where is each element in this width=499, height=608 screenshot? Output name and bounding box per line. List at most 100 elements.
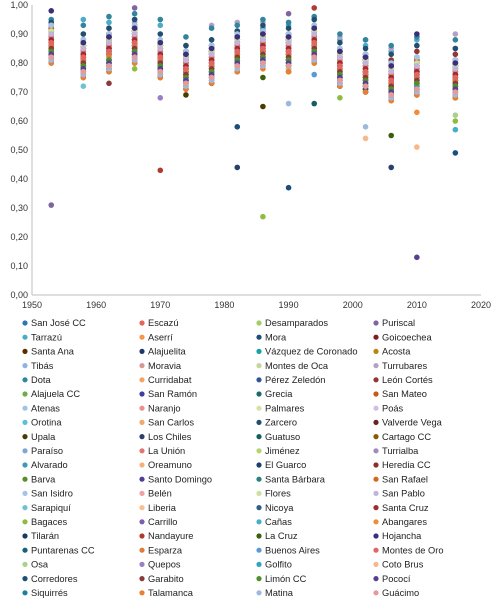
legend-label: Hojancha [382,531,422,541]
data-point [106,19,112,26]
data-point [80,54,87,60]
data-point [311,25,318,32]
legend-marker [22,576,28,582]
legend-label: Aserrí [148,332,173,342]
legend-label: Pérez Zeledón [265,375,325,385]
legend-marker [256,476,262,482]
data-point [80,16,87,23]
legend-marker [373,391,379,397]
data-point [80,68,87,75]
data-point [131,16,138,23]
legend-label: Tarrazú [31,332,62,342]
legend-label: Pococí [382,574,411,584]
x-tick-label: 1990 [279,300,299,310]
legend-label: Grecia [265,389,293,399]
data-point [285,10,292,17]
data-point [260,16,266,23]
data-point [362,83,369,89]
legend-marker [373,490,379,496]
legend-label: San Isidro [31,489,73,499]
legend-marker [22,391,28,397]
data-point [452,45,459,52]
x-tick-label: 2020 [471,300,491,310]
legend-label: Montes de Oca [265,361,329,371]
data-point [388,68,395,75]
y-tick-label: 0,10 [10,261,28,271]
data-point [208,60,215,66]
legend-label: Orotina [31,418,62,428]
legend-marker [139,505,145,511]
legend-marker [22,490,28,496]
legend-marker [22,377,28,383]
legend-label: Puriscal [382,318,415,328]
data-point [106,63,112,69]
legend-marker [22,448,28,454]
data-point [208,45,215,52]
legend-label: Sarapiquí [31,503,71,513]
legend-marker [256,505,262,511]
legend-label: El Guarco [265,460,306,470]
legend-label: Bagaces [31,517,68,527]
data-point [285,100,292,107]
legend-label: Goicoechea [382,332,432,342]
data-point [157,68,164,75]
legend-marker [139,561,145,568]
data-point [452,51,459,58]
legend-marker [139,377,145,383]
data-point [285,19,292,26]
data-point [311,100,318,107]
data-point [337,39,343,46]
data-point [311,39,318,46]
data-point [183,66,189,72]
legend-marker [22,590,28,596]
data-point [234,124,241,130]
data-point [260,213,266,220]
legend-label: Matina [265,588,294,598]
legend-marker [256,334,262,340]
legend-label: Santa Bárbara [265,474,326,484]
data-point [362,60,369,66]
data-point [131,25,138,32]
data-point [260,74,266,81]
data-point [106,25,112,32]
legend-marker [373,419,379,425]
legend-marker [22,519,28,525]
legend-marker [139,590,145,596]
legend-marker [139,462,145,468]
data-point [285,25,292,32]
legend-marker [256,391,262,397]
data-point [106,48,112,55]
legend: San José CC Escazú Desamparados Puriscal Tar… [22,318,444,598]
data-point [414,254,420,261]
data-point [106,34,112,40]
legend-label: Puntarenas CC [31,545,95,555]
data-point [80,22,87,29]
data-point [337,54,343,60]
data-point [106,39,112,46]
legend-label: Quepos [148,560,181,570]
legend-label: Palmares [265,403,305,413]
legend-marker [139,519,145,525]
data-points [48,5,459,261]
legend-label: Tibás [31,361,54,371]
data-point [157,95,164,101]
legend-label: Limón CC [265,574,307,584]
data-point [452,37,459,43]
data-point [131,10,138,17]
legend-label: Desamparados [265,318,328,328]
legend-marker [373,476,379,482]
y-tick-label: 0,30 [10,203,28,213]
legend-label: Santo Domingo [148,474,212,484]
legend-label: San Mateo [382,389,427,399]
legend-marker [373,505,379,511]
legend-label: Alvarado [31,460,68,470]
legend-label: Santa Ana [31,347,75,357]
data-point [414,63,420,69]
legend-label: Mora [265,332,287,342]
legend-marker [22,476,28,482]
legend-marker [256,363,262,369]
data-point [337,48,343,55]
legend-label: Turrubares [382,361,427,371]
legend-label: Garabito [148,574,184,584]
data-point [157,31,164,37]
